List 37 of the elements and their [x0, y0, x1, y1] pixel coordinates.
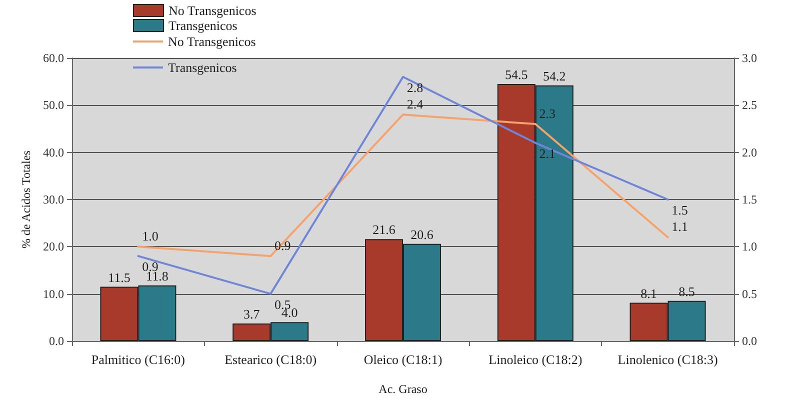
- legend-label: Transgenicos: [168, 18, 238, 33]
- y-tick-label: 30.0: [43, 192, 64, 206]
- x-tick-label: Oleico (C18:1): [364, 352, 442, 367]
- data-label: 11.5: [108, 270, 130, 285]
- y2-tick-label: 2.0: [742, 145, 757, 160]
- y-tick-label: 50.0: [43, 98, 64, 112]
- data-label: 21.6: [372, 222, 396, 238]
- data-label: 54.5: [505, 66, 528, 82]
- data-label: 2.8: [406, 80, 424, 95]
- x-tick-label: Palmitico (C16:0): [91, 352, 185, 367]
- data-label: 2.1: [539, 146, 556, 161]
- y-tick-label: 40.0: [43, 145, 64, 160]
- x-tick-label: Estearico (C18:0): [224, 352, 317, 367]
- legend-label: Transgenicos: [168, 60, 237, 75]
- y2-tick-label: 2.5: [742, 98, 757, 112]
- y2-tick-label: 0.0: [742, 334, 757, 348]
- data-label: 3.7: [243, 306, 260, 322]
- data-label: 1.0: [142, 228, 158, 244]
- y-axis-title: % de Acidos Totales: [19, 150, 33, 248]
- y-tick-label: 60.0: [43, 51, 64, 65]
- data-label: 2.3: [539, 106, 556, 122]
- data-label: 1.1: [672, 219, 688, 234]
- y-tick-label: 0.0: [49, 334, 64, 348]
- y2-tick-label: 0.5: [742, 286, 757, 301]
- legend-label: No Transgenicos: [168, 34, 256, 49]
- y2-tick-label: 1.0: [742, 240, 757, 254]
- data-label: 20.6: [410, 226, 434, 242]
- y-tick-label: 20.0: [43, 240, 64, 254]
- legend-label: No Transgenicos: [168, 3, 256, 18]
- y-tick-label: 10.0: [43, 286, 64, 301]
- x-tick-label: Linolenico (C18:3): [618, 352, 718, 367]
- x-tick-label: Linoleico (C18:2): [488, 352, 582, 367]
- y2-tick-label: 3.0: [742, 51, 757, 65]
- data-label: 54.2: [543, 68, 566, 84]
- data-label: 1.5: [672, 202, 688, 218]
- y2-tick-label: 1.5: [742, 192, 757, 206]
- x-axis-title: Ac. Graso: [378, 382, 428, 396]
